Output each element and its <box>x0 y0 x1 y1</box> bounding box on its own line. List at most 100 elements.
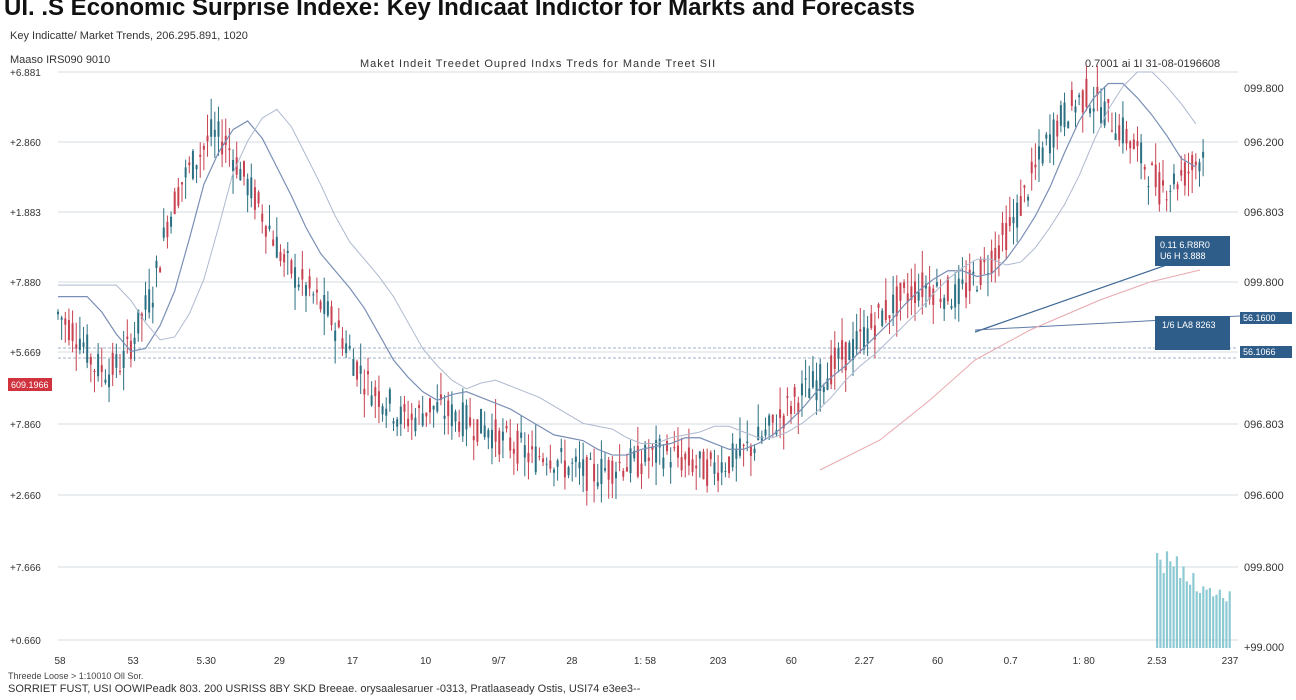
candle-body <box>1176 184 1179 190</box>
candle-body <box>1118 125 1121 141</box>
candle-body <box>815 380 818 401</box>
volume-bar <box>1202 586 1205 648</box>
annotation-box-2[interactable]: 1/6 LA8 8263 <box>1155 316 1230 350</box>
candle-body <box>1096 86 1099 96</box>
candle-body <box>997 245 1000 259</box>
volume-bar <box>1182 566 1185 648</box>
candle-body <box>549 460 552 469</box>
candle-body <box>965 282 968 298</box>
candle-body <box>418 405 421 409</box>
annotation-box-2-line1: 1/6 LA8 8263 <box>1162 320 1216 330</box>
candle-body <box>67 319 70 341</box>
candle-body <box>1158 172 1161 205</box>
right-tick-label: 099.800 <box>1244 83 1284 95</box>
candle-body <box>374 387 377 397</box>
left-tick-label: +6.881 <box>10 68 41 79</box>
candle-body <box>356 361 359 380</box>
candle-body <box>1129 141 1132 149</box>
top-left-label: Maaso IRS090 9010 <box>10 54 111 66</box>
candle-body <box>957 278 960 305</box>
candle-body <box>1125 128 1128 144</box>
candle-body <box>830 355 833 385</box>
candle-body <box>676 445 679 458</box>
trend-line <box>974 254 1196 333</box>
candle-body <box>385 408 388 416</box>
candle-body <box>232 160 235 172</box>
candle-body <box>614 471 617 479</box>
candle-body <box>534 446 537 473</box>
candle-body <box>199 154 202 157</box>
candle-body <box>1194 161 1197 166</box>
candle-body <box>1172 173 1175 185</box>
candle-body <box>1067 121 1070 128</box>
candle-body <box>111 352 114 375</box>
candle-body <box>1027 196 1030 201</box>
candle-body <box>253 187 256 210</box>
candle-body <box>352 359 355 376</box>
x-tick-label: 1: 58 <box>634 656 657 667</box>
candle-body <box>454 411 457 422</box>
candle-body <box>89 356 92 365</box>
candle-body <box>808 388 811 399</box>
candle-body <box>644 444 647 462</box>
right-value-tag-2: 56.1066 <box>1240 346 1292 358</box>
candle-body <box>312 294 315 296</box>
candle-body <box>221 141 224 155</box>
volume-bar <box>1175 556 1178 648</box>
left-value-tag: 609.1966 <box>8 378 52 391</box>
right-tick-label: 099.800 <box>1244 562 1284 574</box>
candle-body <box>1052 119 1055 148</box>
volume-bar <box>1212 596 1215 648</box>
candle-body <box>625 467 628 472</box>
candle-body <box>728 456 731 474</box>
annotation-box-1-line2: U6 H 3.888 <box>1160 251 1206 261</box>
candle-body <box>633 450 636 459</box>
candle-body <box>428 398 431 413</box>
candle-body <box>1132 139 1135 150</box>
candle-body <box>895 286 898 317</box>
candle-body <box>578 462 581 469</box>
candle-body <box>527 452 530 463</box>
volume-bars <box>1156 551 1231 648</box>
x-tick-label: 5.30 <box>197 656 217 667</box>
candle-body <box>698 451 701 459</box>
candle-body <box>294 267 297 288</box>
annotation-box-1[interactable]: 0.11 6.R8R0 U6 H 3.888 <box>1155 236 1230 266</box>
candle-body <box>436 402 439 412</box>
candle-body <box>82 342 85 347</box>
candle-body <box>1169 190 1172 192</box>
candle-body <box>137 309 140 334</box>
candle-body <box>1162 180 1165 186</box>
right-tick-label: 096.803 <box>1244 207 1284 219</box>
candle-body <box>717 472 720 481</box>
candle-body <box>724 471 727 473</box>
candle-body <box>1019 196 1022 216</box>
candle-body <box>509 437 512 451</box>
candle-body <box>1202 151 1205 158</box>
grid-lines <box>58 71 1238 641</box>
candle-body <box>859 329 862 332</box>
candle-body <box>1136 141 1139 147</box>
candle-body <box>421 413 424 426</box>
candle-body <box>844 342 847 371</box>
candle-body <box>881 310 884 326</box>
page-title: UI. .S Economic Surprise Indexe: Key Ind… <box>4 0 915 21</box>
candle-body <box>961 279 964 284</box>
candle-body <box>195 165 198 170</box>
candle-body <box>1100 107 1103 123</box>
candle-body <box>115 354 118 368</box>
left-tick-label: +7.666 <box>10 563 41 574</box>
candle-body <box>319 301 322 310</box>
candle-body <box>283 254 286 263</box>
candle-body <box>1001 222 1004 235</box>
x-tick-label: 29 <box>274 656 286 667</box>
right-tick-label: +99.000 <box>1244 642 1284 654</box>
left-tick-label: +0.660 <box>10 636 41 647</box>
candle-body <box>330 306 333 326</box>
candle-body <box>852 339 855 360</box>
candle-body <box>173 191 176 215</box>
candle-body <box>757 426 760 441</box>
candle-body <box>148 289 151 313</box>
candle-body <box>184 167 187 178</box>
